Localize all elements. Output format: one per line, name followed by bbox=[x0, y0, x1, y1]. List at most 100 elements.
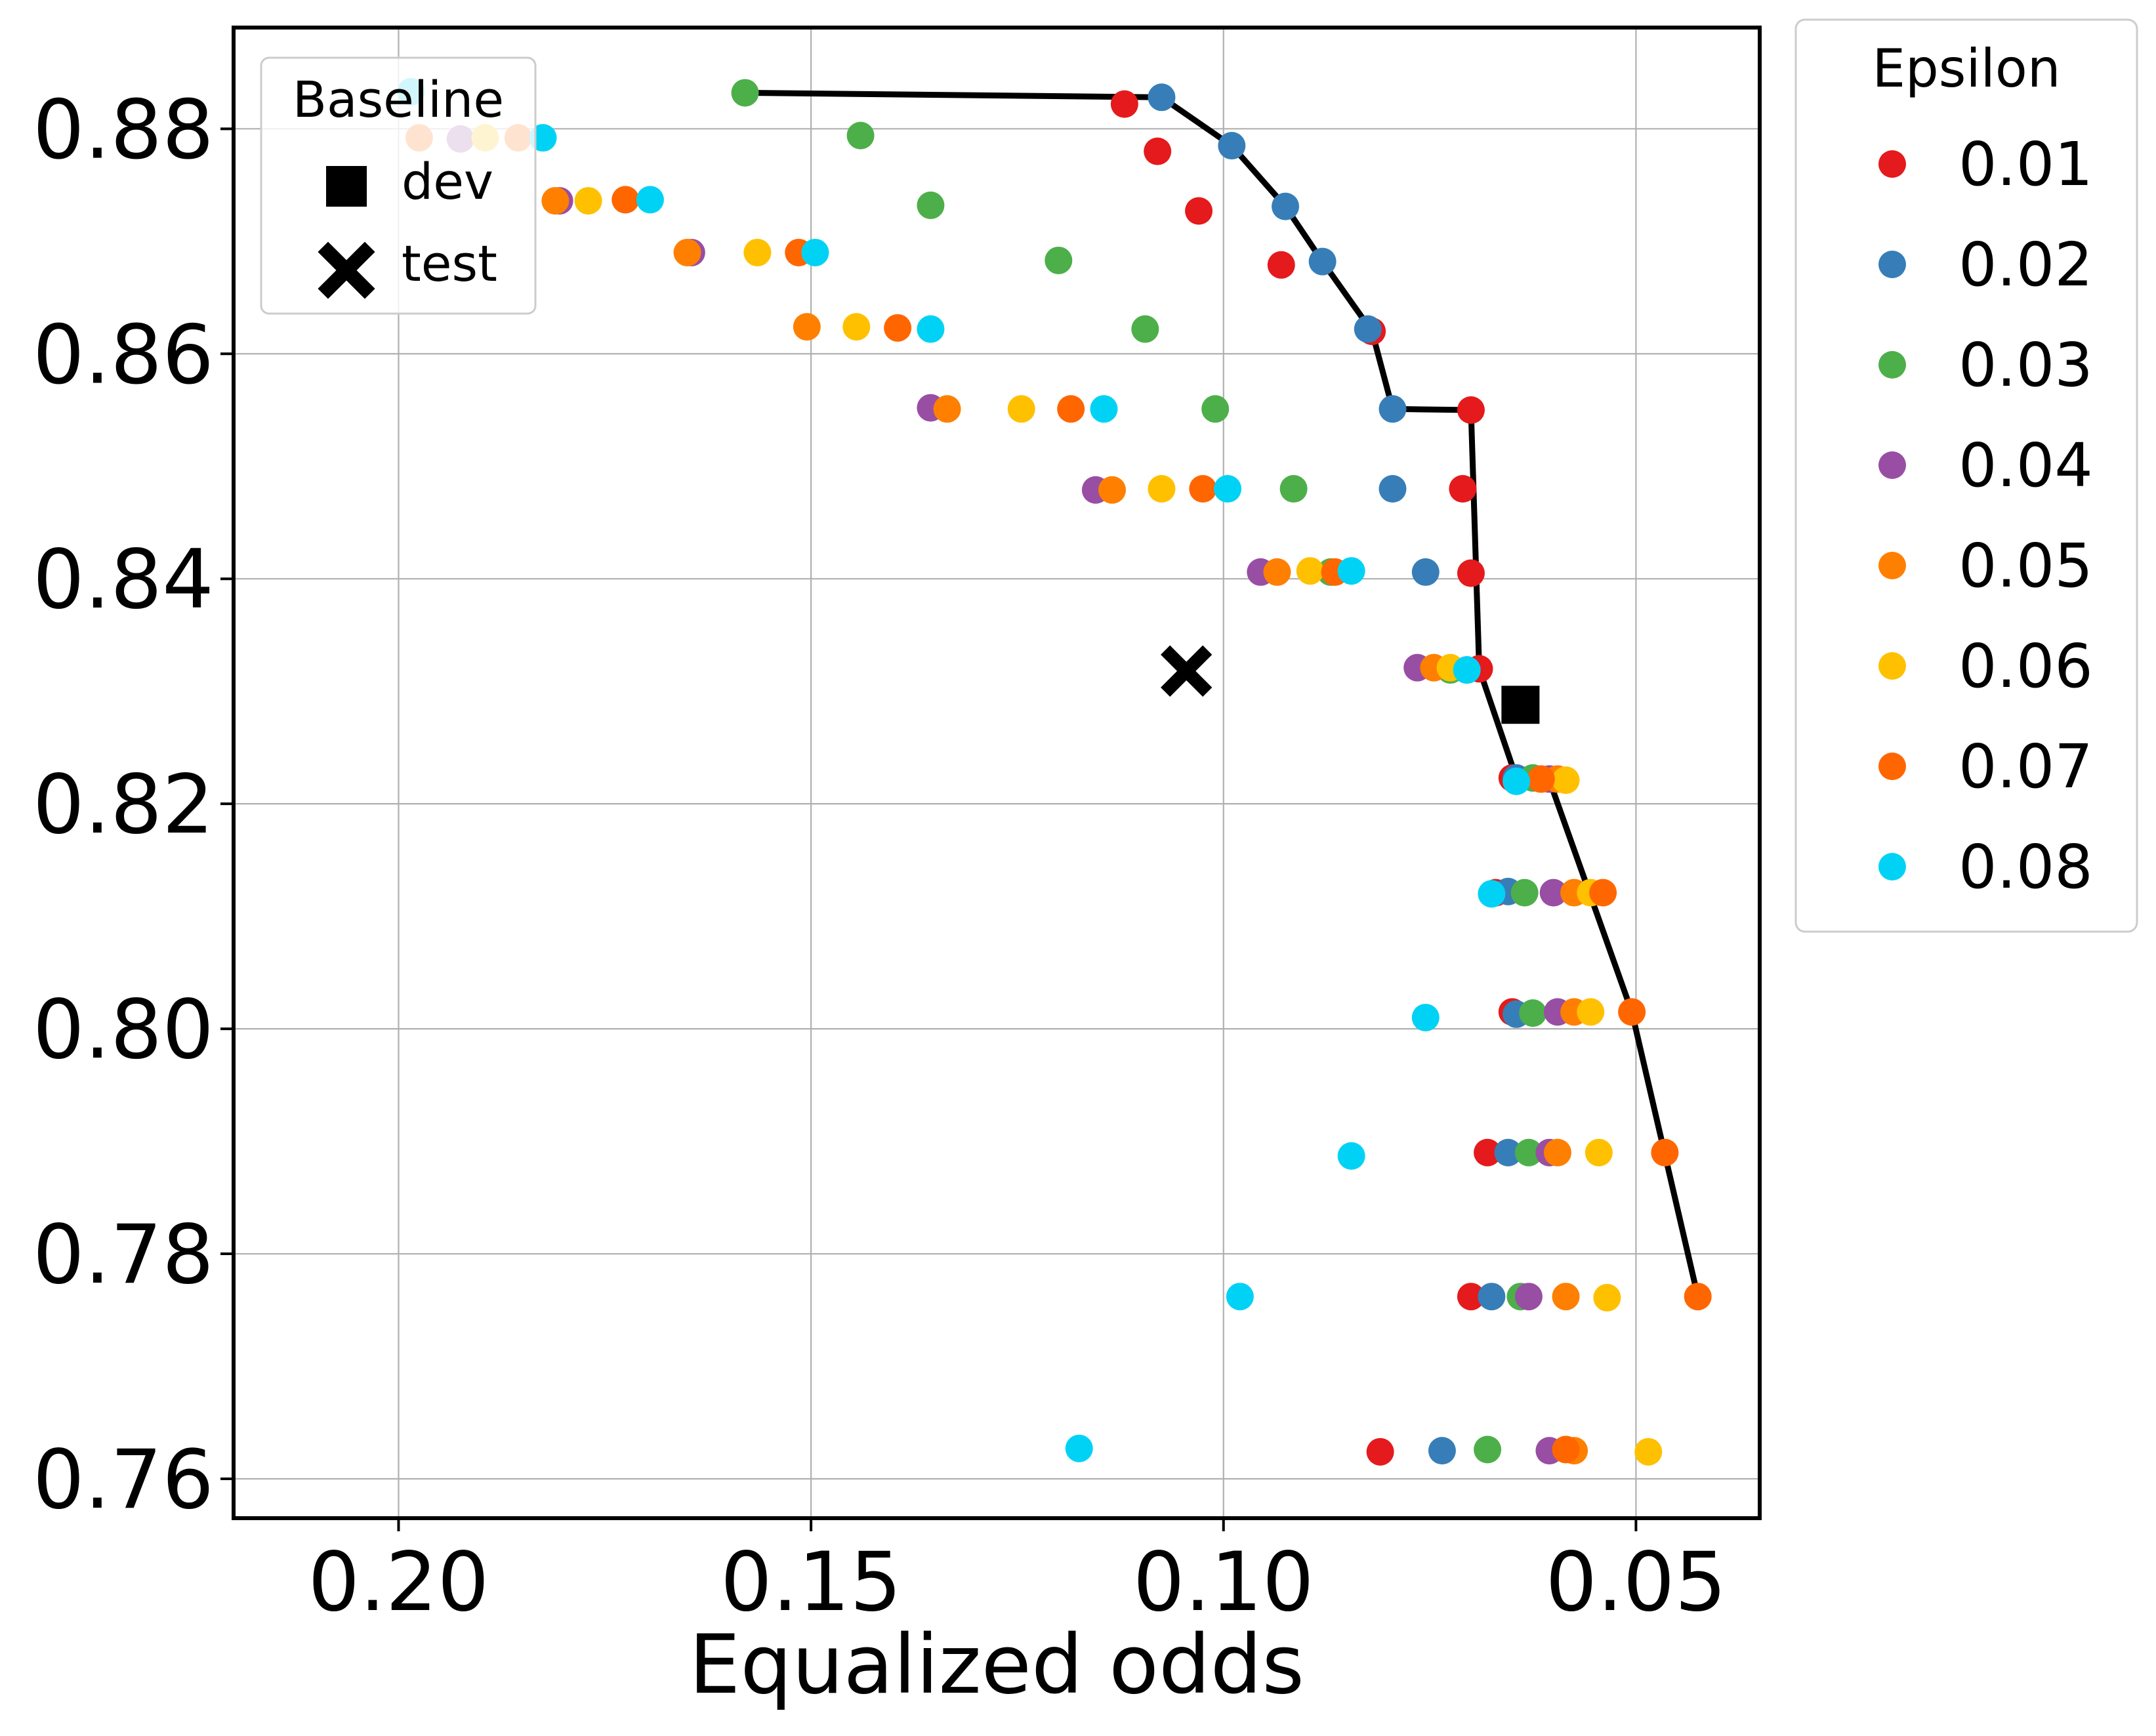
data-point-eps-0.07 bbox=[1618, 998, 1646, 1025]
legend-label-eps-0.07: 0.07 bbox=[1959, 732, 2093, 802]
pareto-frontier-line bbox=[745, 93, 1698, 1296]
baseline-dev-marker bbox=[1501, 686, 1539, 724]
data-point-eps-0.07 bbox=[612, 186, 639, 213]
y-tick-label: 0.82 bbox=[33, 758, 214, 852]
data-point-eps-0.07 bbox=[1684, 1283, 1712, 1310]
data-point-eps-0.02 bbox=[1428, 1437, 1456, 1464]
data-point-eps-0.08 bbox=[636, 186, 664, 213]
epsilon-legend: Epsilon 0.010.020.030.040.050.060.070.08 bbox=[1796, 20, 2137, 932]
legend-marker-eps-0.02 bbox=[1878, 251, 1906, 278]
legend-marker-eps-0.08 bbox=[1878, 853, 1906, 880]
legend-label-eps-0.06: 0.06 bbox=[1959, 631, 2093, 701]
baseline-legend-label-test: test bbox=[402, 234, 497, 293]
y-tick-label: 0.78 bbox=[33, 1208, 214, 1302]
data-point-eps-0.05 bbox=[793, 313, 821, 341]
data-point-eps-0.08 bbox=[1214, 475, 1241, 503]
data-point-eps-0.06 bbox=[1008, 395, 1035, 423]
baseline-legend: Baseline dev test bbox=[261, 58, 535, 314]
data-point-eps-0.08 bbox=[1478, 880, 1505, 907]
data-point-eps-0.02 bbox=[1478, 1283, 1505, 1310]
y-axis-ticks: 0.760.780.800.820.840.860.88 bbox=[33, 83, 234, 1527]
legend-marker-eps-0.05 bbox=[1878, 552, 1906, 579]
legend-marker-eps-0.07 bbox=[1878, 753, 1906, 780]
legend-label-eps-0.03: 0.03 bbox=[1959, 330, 2093, 400]
data-point-eps-0.06 bbox=[1585, 1139, 1613, 1167]
legend-label-eps-0.04: 0.04 bbox=[1959, 430, 2093, 501]
data-point-eps-0.08 bbox=[1226, 1283, 1254, 1310]
data-point-eps-0.07 bbox=[1552, 1436, 1580, 1463]
data-point-eps-0.08 bbox=[1503, 768, 1530, 795]
x-tick-label: 0.20 bbox=[308, 1535, 489, 1630]
data-point-eps-0.08 bbox=[917, 316, 944, 343]
baseline-legend-label-dev: dev bbox=[402, 152, 493, 211]
y-tick-label: 0.80 bbox=[33, 983, 214, 1077]
y-tick-label: 0.88 bbox=[33, 83, 214, 177]
data-point-eps-0.01 bbox=[1449, 475, 1476, 503]
data-point-eps-0.04 bbox=[1515, 1283, 1543, 1310]
data-point-eps-0.05 bbox=[934, 395, 961, 423]
data-point-eps-0.07 bbox=[1589, 879, 1617, 907]
data-point-eps-0.01 bbox=[1457, 396, 1485, 424]
data-point-eps-0.03 bbox=[732, 79, 759, 106]
data-point-eps-0.05 bbox=[1544, 1139, 1571, 1167]
data-point-eps-0.08 bbox=[1338, 557, 1365, 585]
legend-marker-eps-0.06 bbox=[1878, 652, 1906, 680]
data-point-eps-0.06 bbox=[1148, 475, 1175, 503]
data-point-eps-0.06 bbox=[1593, 1284, 1621, 1312]
data-point-eps-0.02 bbox=[1379, 395, 1407, 423]
data-point-eps-0.03 bbox=[917, 192, 944, 219]
legend-marker-eps-0.04 bbox=[1878, 451, 1906, 479]
baseline-legend-title: Baseline bbox=[293, 70, 504, 129]
data-point-eps-0.06 bbox=[1634, 1438, 1662, 1466]
x-axis-ticks: 0.20 0.15 0.10 0.05 bbox=[308, 1518, 1726, 1630]
frontier-layer bbox=[745, 93, 1698, 1296]
data-point-eps-0.01 bbox=[1111, 91, 1138, 118]
data-point-eps-0.02 bbox=[1272, 193, 1299, 220]
data-point-eps-0.03 bbox=[1045, 247, 1072, 274]
legend-marker-eps-0.03 bbox=[1878, 351, 1906, 379]
data-point-eps-0.01 bbox=[1367, 1438, 1394, 1466]
legend-label-eps-0.02: 0.02 bbox=[1959, 230, 2093, 300]
baseline-test-marker bbox=[1170, 655, 1203, 688]
data-point-eps-0.06 bbox=[575, 187, 602, 215]
x-tick-label: 0.10 bbox=[1133, 1535, 1314, 1630]
data-point-eps-0.05 bbox=[1263, 558, 1291, 586]
data-point-eps-0.07 bbox=[1057, 395, 1085, 423]
data-point-eps-0.03 bbox=[1280, 475, 1308, 503]
data-point-eps-0.06 bbox=[1577, 998, 1604, 1025]
data-point-eps-0.07 bbox=[884, 314, 911, 342]
data-point-eps-0.01 bbox=[1457, 560, 1485, 587]
data-point-eps-0.05 bbox=[674, 239, 701, 266]
data-point-eps-0.05 bbox=[1098, 476, 1126, 504]
epsilon-legend-title: Epsilon bbox=[1872, 38, 2060, 99]
data-point-eps-0.03 bbox=[1201, 395, 1229, 423]
data-point-eps-0.08 bbox=[1066, 1435, 1093, 1462]
data-point-eps-0.07 bbox=[1527, 765, 1555, 793]
y-tick-label: 0.84 bbox=[33, 533, 214, 627]
dev-square-icon bbox=[326, 166, 367, 207]
points-layer bbox=[397, 78, 1711, 1466]
data-point-eps-0.01 bbox=[1185, 197, 1213, 224]
data-point-eps-0.02 bbox=[1379, 475, 1407, 503]
legend-label-eps-0.01: 0.01 bbox=[1959, 129, 2093, 199]
data-point-eps-0.08 bbox=[1090, 395, 1117, 423]
data-point-eps-0.03 bbox=[1131, 316, 1159, 343]
data-point-eps-0.03 bbox=[1519, 999, 1546, 1027]
data-point-eps-0.02 bbox=[1354, 316, 1382, 343]
data-point-eps-0.08 bbox=[1338, 1142, 1365, 1170]
x-tick-label: 0.15 bbox=[720, 1535, 902, 1630]
y-tick-label: 0.76 bbox=[33, 1433, 214, 1527]
x-axis-label: Equalized odds bbox=[689, 1618, 1304, 1712]
data-point-eps-0.02 bbox=[1412, 558, 1440, 586]
data-point-eps-0.06 bbox=[743, 239, 771, 266]
data-point-eps-0.05 bbox=[541, 187, 569, 215]
data-point-eps-0.03 bbox=[1511, 879, 1539, 907]
data-point-eps-0.03 bbox=[847, 122, 875, 150]
x-tick-label: 0.05 bbox=[1545, 1535, 1726, 1630]
data-point-eps-0.06 bbox=[1296, 557, 1324, 585]
data-point-eps-0.08 bbox=[801, 239, 829, 266]
data-point-eps-0.02 bbox=[1148, 83, 1175, 111]
legend-label-eps-0.08: 0.08 bbox=[1959, 832, 2093, 902]
data-point-eps-0.05 bbox=[1552, 1283, 1580, 1310]
